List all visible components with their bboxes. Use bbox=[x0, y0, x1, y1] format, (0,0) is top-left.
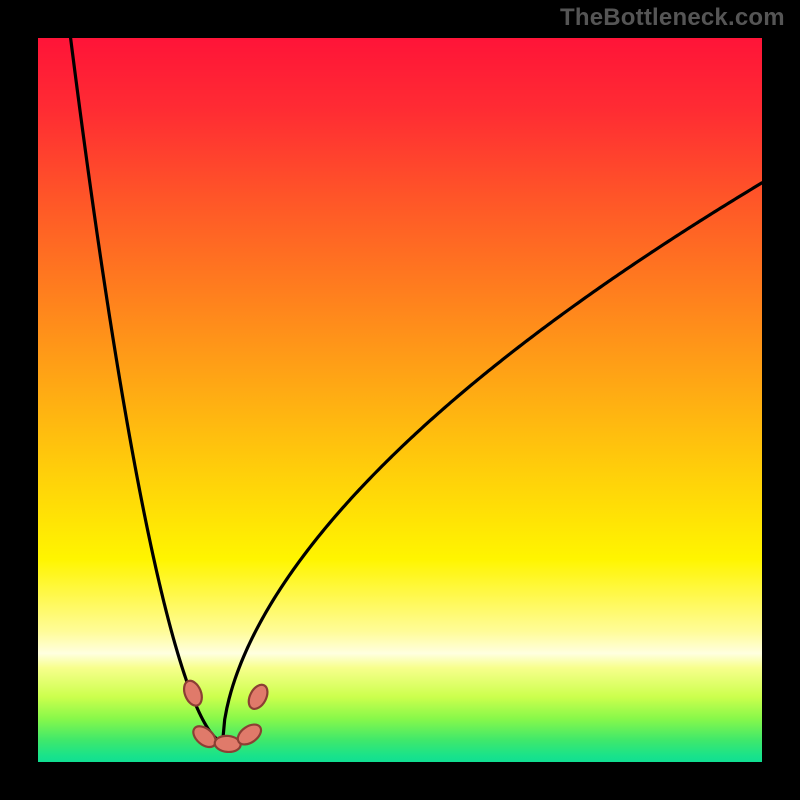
bottleneck-chart bbox=[38, 38, 762, 762]
stage: TheBottleneck.com bbox=[0, 0, 800, 800]
bottleneck-curve-path bbox=[71, 38, 762, 742]
curve-marker-0 bbox=[181, 678, 206, 708]
plot-area bbox=[38, 38, 762, 762]
curve-marker-4 bbox=[245, 682, 271, 712]
watermark-text: TheBottleneck.com bbox=[560, 4, 785, 32]
